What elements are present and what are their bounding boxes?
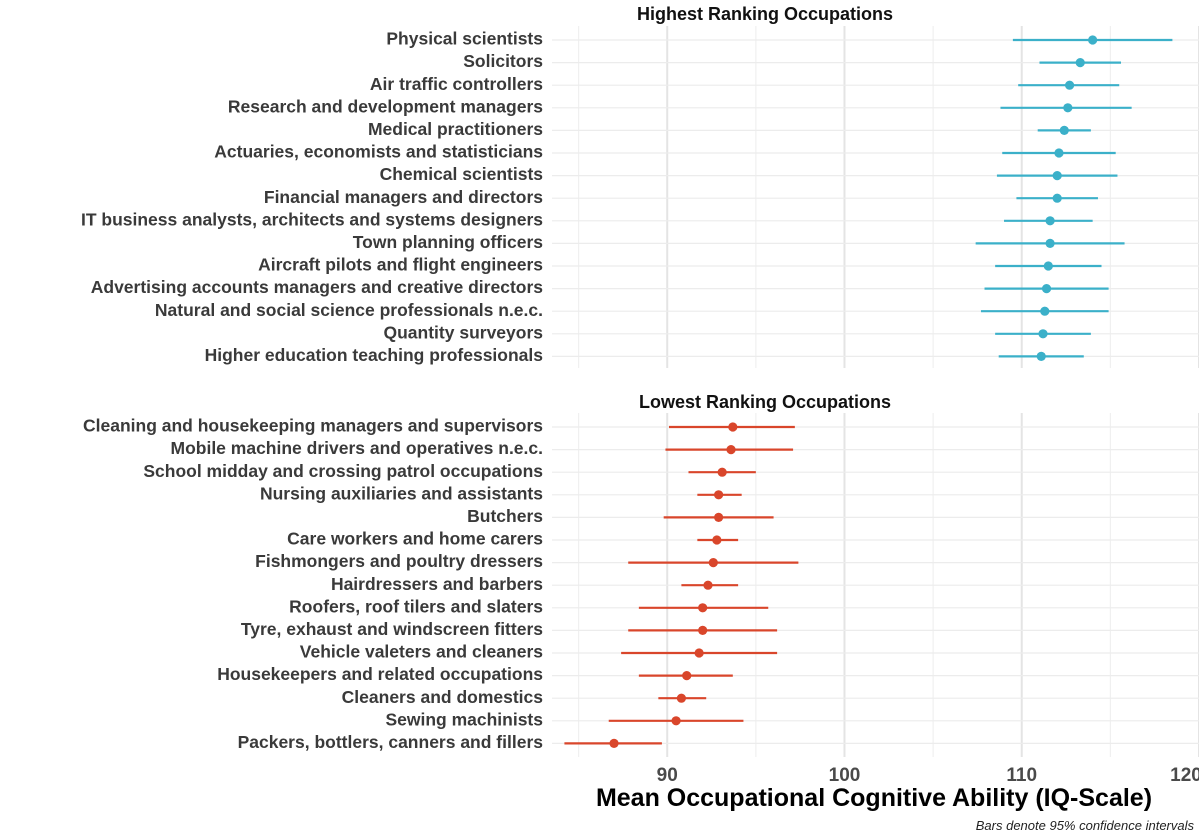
occupation-label: Cleaners and domestics	[342, 687, 544, 707]
occupation-label: School midday and crossing patrol occupa…	[143, 461, 543, 481]
mean-point	[1038, 329, 1048, 339]
occupation-label: Medical practitioners	[368, 119, 543, 139]
mean-point	[1059, 125, 1069, 135]
occupation-label: Town planning officers	[353, 232, 543, 252]
occupation-label: Financial managers and directors	[264, 187, 543, 207]
occupation-label: Fishmongers and poultry dressers	[255, 551, 543, 571]
mean-point	[703, 580, 713, 590]
occupation-label: Natural and social science professionals…	[155, 300, 543, 320]
occupation-label: Solicitors	[463, 51, 543, 71]
mean-point	[682, 671, 692, 681]
occupation-label: Tyre, exhaust and windscreen fitters	[241, 619, 543, 639]
x-tick-label: 120	[1170, 765, 1199, 786]
x-axis-title: Mean Occupational Cognitive Ability (IQ-…	[596, 784, 1152, 812]
mean-point	[714, 512, 724, 523]
marks-layer	[564, 35, 1173, 749]
mean-point	[698, 603, 708, 613]
mean-point	[714, 490, 724, 500]
mean-point	[1054, 148, 1064, 158]
mean-point	[671, 716, 681, 726]
occupation-label: Actuaries, economists and statisticians	[214, 142, 543, 162]
occupation-label: Research and development managers	[228, 96, 543, 116]
mean-point	[698, 625, 708, 636]
occupation-label: Nursing auxiliaries and assistants	[260, 483, 543, 503]
mean-point	[1045, 216, 1055, 226]
mean-point	[1040, 306, 1050, 316]
labels-layer: Highest Ranking Occupations Physical scie…	[81, 4, 1199, 786]
occupation-label: Air traffic controllers	[370, 74, 543, 94]
occupation-label: Roofers, roof tilers and slaters	[289, 596, 543, 616]
panel-lowest	[564, 422, 799, 749]
x-tick-label: 100	[829, 765, 861, 786]
mean-point	[676, 693, 687, 703]
x-tick-label: 110	[1006, 765, 1037, 786]
occupation-label: Chemical scientists	[380, 164, 544, 184]
caption: Bars denote 95% confidence intervals	[976, 818, 1195, 833]
occupation-label: Care workers and home carers	[287, 529, 543, 549]
mean-point	[1088, 35, 1098, 45]
mean-point	[609, 738, 619, 749]
mean-point	[1075, 58, 1085, 68]
occupation-label: IT business analysts, architects and sys…	[81, 209, 543, 229]
mean-point	[1036, 351, 1046, 361]
mean-point	[1063, 103, 1073, 113]
panel-title: Lowest Ranking Occupations	[639, 392, 891, 412]
mean-point	[717, 467, 727, 477]
occupation-label: Vehicle valeters and cleaners	[300, 642, 543, 662]
panel-highest	[975, 35, 1173, 361]
occupation-label: Cleaning and housekeeping managers and s…	[83, 416, 543, 436]
mean-point	[1052, 171, 1062, 181]
mean-point	[694, 648, 704, 658]
mean-point	[1052, 193, 1062, 203]
occupation-label: Aircraft pilots and flight engineers	[258, 255, 543, 275]
mean-point	[728, 422, 738, 432]
mean-point	[1041, 284, 1052, 294]
occupation-label: Sewing machinists	[385, 709, 543, 729]
panel-title: Highest Ranking Occupations	[637, 4, 893, 24]
mean-point	[1043, 261, 1053, 271]
mean-point	[708, 558, 718, 568]
occupation-label: Mobile machine drivers and operatives n.…	[171, 438, 544, 458]
occupation-label: Advertising accounts managers and creati…	[91, 277, 544, 297]
occupation-label: Butchers	[467, 506, 543, 526]
x-tick-label: 90	[657, 765, 678, 786]
occupation-label: Quantity surveyors	[384, 322, 544, 342]
mean-point	[1045, 238, 1055, 248]
occupation-label: Physical scientists	[386, 29, 543, 49]
occupation-label: Housekeepers and related occupations	[217, 664, 543, 684]
occupation-label: Packers, bottlers, canners and fillers	[238, 732, 544, 752]
mean-point	[712, 535, 722, 545]
mean-point	[726, 445, 736, 455]
occupation-label: Higher education teaching professionals	[205, 345, 544, 365]
mean-point	[1065, 80, 1075, 90]
occupation-label: Hairdressers and barbers	[331, 574, 543, 594]
